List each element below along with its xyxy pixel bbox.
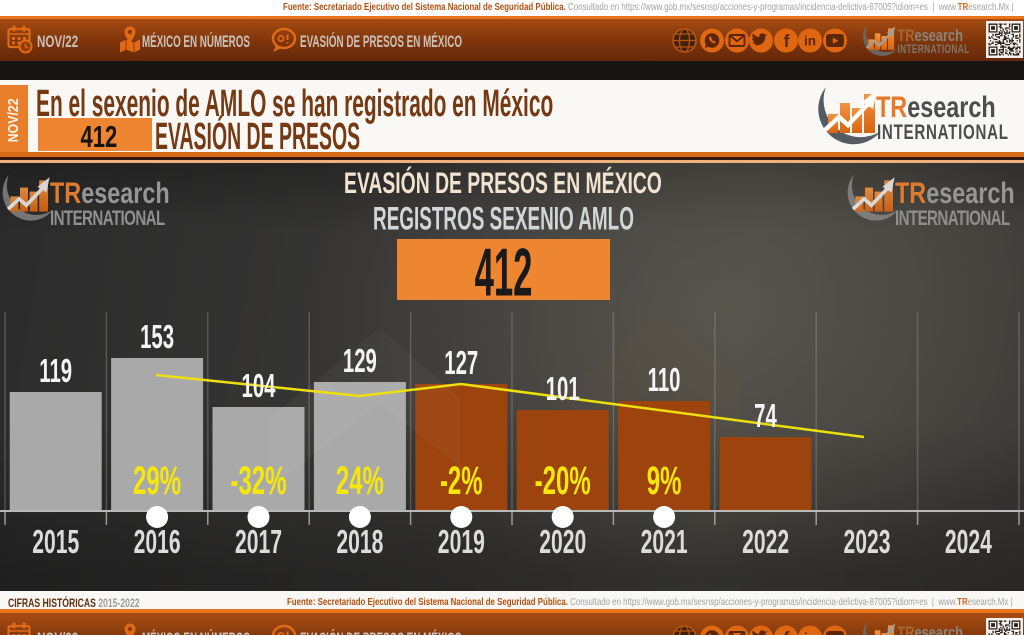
svg-text:2015: 2015: [32, 523, 79, 560]
svg-text:f: f: [784, 628, 790, 635]
svg-text:esearch: esearch: [914, 28, 963, 46]
svg-text:EVASIÓN DE PRESOS EN MÉXICO: EVASIÓN DE PRESOS EN MÉXICO: [344, 164, 662, 200]
svg-text:esearch: esearch: [907, 90, 995, 123]
svg-text:119: 119: [39, 352, 72, 389]
svg-text:-32%: -32%: [230, 458, 286, 503]
svg-text:-20%: -20%: [535, 458, 591, 503]
svg-text:TR: TR: [50, 176, 81, 209]
svg-text:2022: 2022: [742, 523, 789, 560]
svg-text:2021: 2021: [641, 523, 688, 560]
svg-text:in: in: [804, 630, 816, 635]
svg-text:127: 127: [444, 344, 478, 381]
svg-text:INTERNATIONAL: INTERNATIONAL: [895, 205, 1010, 229]
svg-text:74: 74: [754, 397, 777, 434]
svg-text:esearch: esearch: [926, 176, 1014, 209]
svg-text:2017: 2017: [235, 523, 282, 560]
svg-text:2024: 2024: [945, 523, 992, 560]
svg-text:101: 101: [546, 370, 580, 407]
svg-text:REGISTROS SEXENIO AMLO: REGISTROS SEXENIO AMLO: [373, 200, 634, 237]
svg-text:TR: TR: [897, 624, 914, 635]
svg-text:104: 104: [242, 367, 277, 404]
svg-text:INTERNATIONAL: INTERNATIONAL: [897, 44, 969, 57]
svg-text:153: 153: [140, 318, 174, 355]
svg-text:2016: 2016: [134, 523, 181, 560]
svg-text:in: in: [804, 34, 816, 49]
svg-text:INTERNATIONAL: INTERNATIONAL: [877, 119, 1008, 143]
svg-text:TR: TR: [897, 28, 914, 46]
svg-text:2019: 2019: [438, 523, 485, 560]
svg-text:9%: 9%: [647, 458, 682, 503]
svg-text:2020: 2020: [539, 523, 586, 560]
svg-text:f: f: [784, 31, 790, 51]
svg-text:110: 110: [648, 361, 681, 398]
svg-text:129: 129: [343, 342, 377, 379]
svg-text:esearch: esearch: [81, 176, 169, 209]
svg-text:-2%: -2%: [440, 458, 483, 503]
svg-text:esearch: esearch: [914, 624, 963, 635]
svg-text:412: 412: [475, 235, 533, 311]
svg-text:2023: 2023: [843, 523, 890, 560]
svg-text:29%: 29%: [133, 458, 181, 503]
svg-text:TR: TR: [876, 90, 907, 123]
svg-text:TR: TR: [895, 176, 926, 209]
svg-text:2018: 2018: [336, 523, 383, 560]
svg-text:INTERNATIONAL: INTERNATIONAL: [50, 205, 165, 229]
svg-text:24%: 24%: [336, 458, 384, 503]
